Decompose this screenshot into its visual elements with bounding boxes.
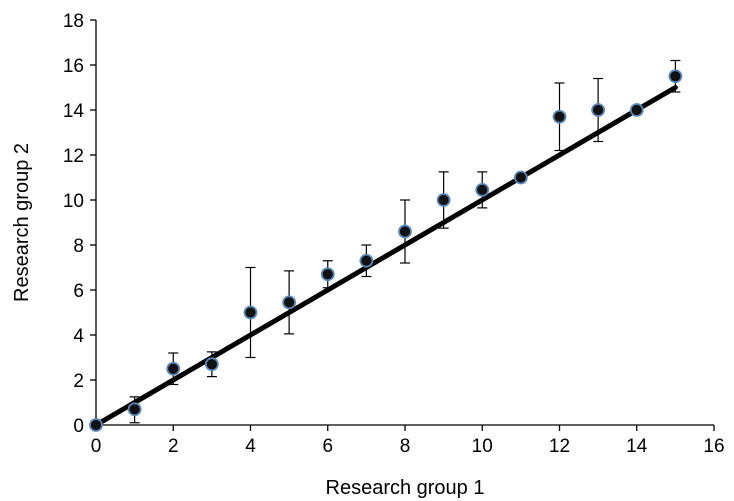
data-point bbox=[127, 402, 142, 417]
x-tick-label: 2 bbox=[168, 436, 179, 457]
y-tick-label: 18 bbox=[63, 11, 84, 32]
x-tick-label: 14 bbox=[626, 436, 648, 457]
x-ticks: 0 2 4 6 8 10 12 14 16 bbox=[91, 425, 725, 457]
data-point bbox=[89, 418, 103, 432]
data-point bbox=[243, 305, 258, 320]
data-point bbox=[398, 224, 412, 239]
x-axis-title: Research group 1 bbox=[326, 477, 485, 499]
x-tick-label: 16 bbox=[703, 436, 724, 457]
data-point bbox=[320, 267, 335, 282]
data-point bbox=[166, 361, 181, 376]
x-tick-label: 12 bbox=[549, 436, 570, 457]
data-point bbox=[552, 109, 567, 124]
y-tick-label: 2 bbox=[73, 371, 84, 392]
y-tick-label: 14 bbox=[63, 101, 85, 122]
y-tick-label: 10 bbox=[63, 191, 84, 212]
data-point bbox=[475, 182, 490, 197]
y-tick-label: 12 bbox=[63, 146, 84, 167]
y-tick-label: 4 bbox=[73, 326, 84, 347]
data-point bbox=[282, 295, 297, 310]
y-tick-label: 8 bbox=[73, 236, 84, 257]
data-point bbox=[513, 170, 528, 185]
y-tick-label: 0 bbox=[73, 416, 84, 437]
data-points bbox=[89, 69, 683, 432]
y-tick-label: 16 bbox=[63, 56, 84, 77]
y-axis-title: Research group 2 bbox=[11, 143, 33, 302]
data-point bbox=[591, 103, 606, 117]
x-tick-label: 10 bbox=[472, 436, 493, 457]
data-point bbox=[668, 69, 683, 84]
data-point bbox=[629, 103, 644, 117]
y-ticks: 0 2 4 6 8 10 12 14 16 18 bbox=[63, 11, 96, 437]
x-tick-label: 0 bbox=[91, 436, 102, 457]
trend-line bbox=[93, 85, 678, 428]
data-point bbox=[204, 357, 219, 372]
y-tick-label: 6 bbox=[73, 281, 84, 302]
data-point bbox=[359, 253, 374, 268]
x-tick-label: 4 bbox=[245, 436, 256, 457]
data-point bbox=[436, 193, 451, 207]
x-tick-label: 6 bbox=[322, 436, 333, 457]
x-tick-label: 8 bbox=[400, 436, 411, 457]
